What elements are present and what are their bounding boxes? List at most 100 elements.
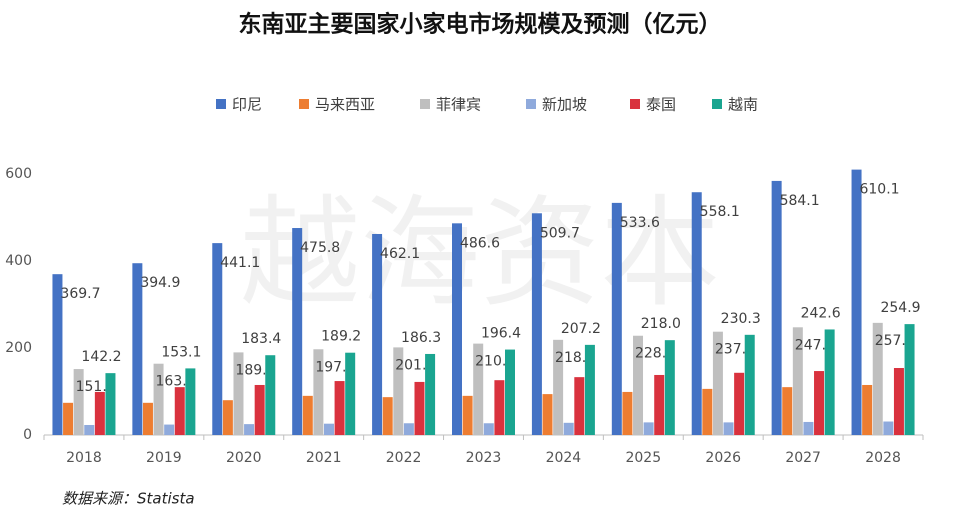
bar (185, 368, 196, 435)
x-tick-label: 2026 (705, 450, 741, 466)
bar (664, 340, 675, 435)
y-tick-label: 0 (23, 427, 32, 443)
legend-swatch (216, 99, 226, 109)
data-label: 394.9 (140, 275, 180, 291)
bar (334, 381, 345, 435)
legend-swatch (526, 99, 536, 109)
bar (734, 372, 745, 435)
bar (105, 373, 116, 435)
bar (814, 371, 825, 435)
bar (483, 423, 494, 435)
data-label: 441.1 (220, 255, 260, 271)
x-tick-label: 2019 (146, 450, 182, 466)
x-tick-label: 2028 (865, 450, 901, 466)
data-label: 584.1 (780, 193, 820, 209)
bar (174, 387, 185, 435)
bar (723, 422, 734, 435)
bar (265, 355, 276, 435)
bar (153, 363, 164, 435)
bar (302, 395, 313, 435)
bar (771, 180, 782, 435)
bar (893, 368, 904, 435)
bar (132, 263, 143, 435)
bar (574, 377, 585, 435)
legend-swatch (299, 99, 309, 109)
bar (244, 424, 255, 435)
bar (462, 395, 473, 435)
data-label: 189.2 (321, 329, 361, 345)
bar (505, 349, 515, 435)
bar (563, 422, 574, 435)
data-label: 218.0 (641, 316, 681, 332)
bar (425, 353, 436, 435)
legend-label: 新加坡 (542, 96, 587, 114)
bar (414, 381, 425, 435)
bar (323, 423, 334, 435)
x-tick-label: 2027 (785, 450, 821, 466)
bar (52, 274, 63, 435)
data-label: 558.1 (700, 204, 740, 220)
data-label: 610.1 (859, 182, 899, 198)
bar (782, 387, 793, 435)
legend-label: 越南 (728, 96, 758, 114)
bar (792, 327, 803, 435)
bar (691, 192, 702, 435)
chart-title: 东南亚主要国家小家电市场规模及预测（亿元） (239, 11, 722, 38)
data-label: 230.3 (721, 311, 761, 327)
bar (142, 402, 153, 435)
legend-label: 马来西亚 (315, 96, 375, 114)
bar (94, 391, 105, 435)
bar (862, 384, 873, 435)
bar (851, 169, 862, 435)
bar (382, 397, 393, 435)
data-label: 533.6 (620, 215, 660, 231)
data-label: 509.7 (540, 225, 580, 241)
x-tick-label: 2020 (226, 450, 262, 466)
x-tick-label: 2018 (66, 450, 102, 466)
x-tick-label: 2021 (306, 450, 342, 466)
bar (712, 331, 723, 435)
bar (542, 394, 553, 435)
y-tick-label: 400 (5, 253, 32, 269)
data-label: 254.9 (880, 300, 920, 316)
x-tick-label: 2024 (546, 450, 582, 466)
bar (584, 344, 595, 435)
bar (254, 384, 265, 435)
bar (622, 391, 633, 435)
data-label: 153.1 (161, 344, 201, 360)
legend-label: 印尼 (232, 96, 262, 114)
bar (553, 339, 564, 435)
bar (452, 223, 462, 435)
bar (654, 374, 665, 435)
bar (702, 388, 713, 435)
legend-label: 菲律宾 (436, 96, 481, 114)
data-label: 475.8 (300, 240, 340, 256)
bar (403, 423, 414, 435)
data-label: 462.1 (380, 246, 420, 262)
bar (531, 213, 542, 435)
bar (611, 202, 622, 435)
bar (63, 402, 74, 435)
bar (222, 400, 233, 435)
bar (824, 329, 835, 435)
data-label: 142.2 (81, 349, 121, 365)
bar (872, 322, 883, 435)
data-label: 242.6 (801, 305, 841, 321)
bar (904, 324, 915, 435)
bar (643, 422, 654, 435)
bar (84, 424, 95, 435)
bar (164, 424, 175, 435)
y-tick-label: 200 (5, 340, 32, 356)
x-tick-label: 2023 (466, 450, 502, 466)
x-tick-label: 2025 (625, 450, 661, 466)
legend-label: 泰国 (646, 96, 676, 114)
bar (313, 349, 324, 435)
data-label: 369.7 (60, 286, 100, 302)
bar (633, 335, 644, 435)
data-label: 183.4 (241, 331, 281, 347)
y-tick-label: 600 (5, 166, 32, 182)
bar (233, 352, 244, 435)
data-label: 486.6 (460, 235, 500, 251)
bar (393, 347, 404, 435)
